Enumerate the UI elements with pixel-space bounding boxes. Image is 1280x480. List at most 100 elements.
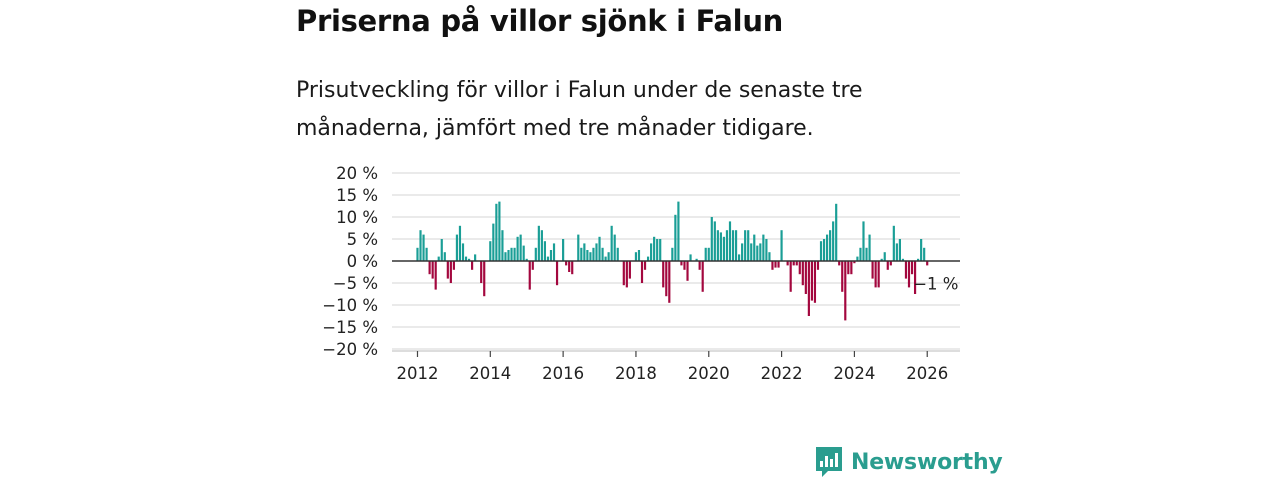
bar [510, 247, 513, 261]
bar [680, 261, 683, 266]
y-tick-label: −20 % [322, 340, 378, 359]
bar [747, 230, 750, 261]
bar [850, 261, 853, 275]
bar [480, 261, 483, 283]
bar [835, 203, 838, 261]
bar [774, 261, 777, 268]
bar [683, 261, 686, 270]
bar [792, 261, 795, 266]
bar [762, 234, 765, 261]
bar [920, 239, 923, 261]
bar [440, 239, 443, 261]
bar [437, 256, 440, 261]
bar [926, 261, 929, 266]
bar [856, 256, 859, 261]
bar [446, 261, 449, 279]
bar [819, 241, 823, 261]
bar [586, 250, 589, 261]
bar [653, 236, 656, 261]
bar [668, 261, 671, 303]
bar [501, 230, 504, 261]
bar [895, 243, 898, 261]
bar [595, 243, 598, 261]
bar [531, 261, 534, 270]
bar [813, 261, 817, 303]
bar [483, 261, 486, 297]
bar [650, 243, 653, 261]
bar [713, 221, 716, 261]
bar [613, 234, 616, 261]
bar [419, 230, 422, 261]
bar [753, 234, 756, 261]
bar [825, 234, 829, 261]
bar [722, 236, 726, 261]
bar [580, 247, 583, 261]
bar [583, 243, 586, 261]
bar [656, 239, 659, 261]
bar [665, 261, 668, 297]
bar [592, 247, 595, 261]
bar [734, 230, 738, 261]
bar [719, 232, 722, 261]
bar [701, 261, 704, 292]
bar [832, 221, 835, 261]
x-tick-label: 2020 [688, 364, 730, 383]
bar [877, 261, 880, 288]
bar [607, 252, 610, 261]
bar [662, 261, 665, 288]
bar [798, 261, 801, 275]
bar [522, 245, 525, 261]
y-tick-label: −5 % [333, 274, 378, 293]
newsworthy-logo-icon [816, 447, 842, 477]
x-tick-label: 2022 [761, 364, 803, 383]
y-tick-label: −15 % [322, 318, 378, 337]
latest-value-annotation: −1 % [913, 274, 958, 293]
bar [519, 234, 522, 261]
bar [458, 225, 462, 261]
bar [449, 261, 452, 283]
bar [901, 258, 905, 261]
bar [416, 247, 419, 261]
bar [777, 261, 780, 268]
bar [565, 261, 568, 266]
bar [689, 254, 692, 261]
bar [474, 254, 477, 261]
bar [659, 239, 662, 261]
bar [598, 236, 601, 261]
bar [434, 261, 437, 290]
bar [716, 230, 719, 261]
bar [622, 261, 625, 286]
bar [801, 261, 804, 286]
bar [604, 256, 607, 261]
bar [886, 261, 889, 270]
bar [844, 261, 847, 321]
bar [464, 256, 468, 261]
bar [786, 261, 789, 266]
bar [610, 225, 613, 261]
bar [431, 261, 434, 279]
bar [868, 234, 871, 261]
brand-logo[interactable]: Newsworthy [814, 444, 1003, 480]
bar [731, 230, 735, 261]
bar [923, 247, 926, 261]
bar [634, 252, 638, 261]
bar [728, 221, 732, 261]
bar [744, 230, 747, 261]
bar [907, 261, 911, 288]
bar [577, 234, 580, 261]
bar [917, 258, 920, 261]
x-tick-label: 2012 [396, 364, 438, 383]
bar [795, 261, 798, 266]
bar [546, 256, 550, 261]
bar [810, 261, 813, 301]
bar [768, 252, 771, 261]
bar [571, 261, 574, 275]
bar [552, 243, 556, 261]
bar [525, 258, 528, 261]
bar [874, 261, 877, 288]
x-tick-label: 2024 [833, 364, 875, 383]
bar [443, 252, 446, 261]
brand-name: Newsworthy [851, 449, 1003, 475]
y-tick-label: −10 % [322, 296, 378, 315]
chart-subtitle: Prisutveckling för villor i Falun under … [296, 78, 863, 141]
